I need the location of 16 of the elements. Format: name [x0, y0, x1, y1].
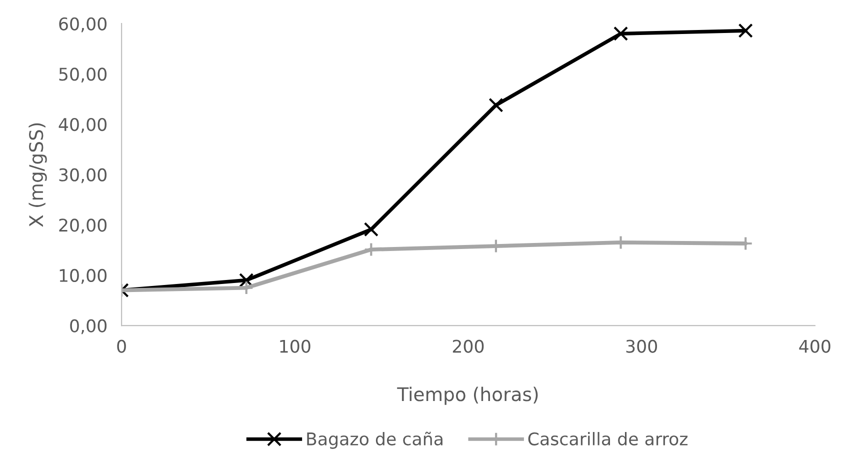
- y-tick-label: 30,00: [59, 168, 107, 184]
- y-axis-title: X (mg/gSS): [28, 123, 47, 227]
- legend-label: Cascarilla de arroz: [528, 432, 688, 446]
- y-tick-label: 40,00: [58, 118, 107, 133]
- y-tick-label: 10,00: [60, 268, 107, 284]
- x-axis-title: Tiempo (horas): [397, 386, 538, 405]
- y-tick-label: 0,00: [70, 319, 107, 334]
- x-tick-label: 400: [799, 340, 830, 353]
- x-tick-label: 0: [117, 340, 126, 353]
- y-tick-label: 60,00: [59, 17, 107, 32]
- x-tick-label: 100: [280, 340, 310, 353]
- y-tick-label: 50,00: [59, 68, 107, 83]
- x-tick-label: 300: [626, 340, 657, 353]
- x-tick-label: 200: [452, 340, 484, 353]
- y-tick-label: 20,00: [59, 218, 107, 234]
- legend-label: Bagazo de caña: [307, 432, 442, 449]
